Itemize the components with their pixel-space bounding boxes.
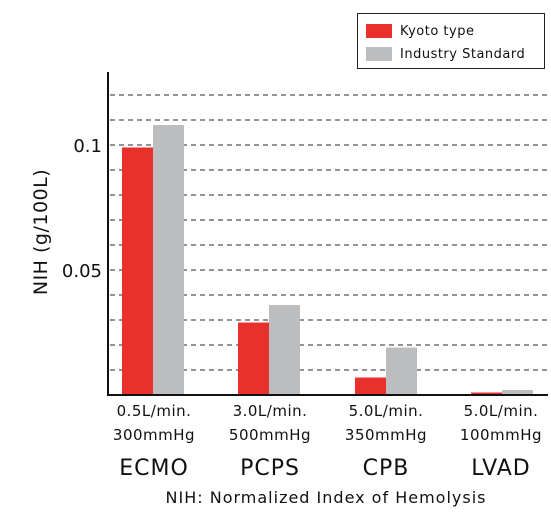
x-category-label: PCPS	[240, 456, 300, 481]
x-condition-pressure: 100mmHg	[460, 426, 542, 444]
bar-lvad-industry	[502, 390, 533, 395]
y-tick-label: 0.05	[62, 261, 102, 282]
x-condition-flow: 0.5L/min.	[117, 402, 192, 420]
x-category-labels: 0.5L/min. 300mmHg ECMO 3.0L/min. 500mmHg PCPS…	[113, 402, 542, 481]
x-condition-flow: 5.0L/min.	[464, 402, 539, 420]
bar-cpb-kyoto	[355, 377, 386, 395]
legend-item-kyoto: Kyoto type	[366, 21, 474, 41]
x-category-label: ECMO	[119, 456, 189, 481]
bar-cpb-industry	[386, 347, 417, 395]
bar-ecmo-kyoto	[122, 147, 153, 395]
x-category-label: CPB	[363, 456, 410, 481]
x-condition-pressure: 350mmHg	[345, 426, 427, 444]
y-ticks: 0.05 0.1	[62, 136, 102, 282]
x-condition-flow: 5.0L/min.	[349, 402, 424, 420]
bar-lvad-kyoto	[471, 392, 502, 395]
bar-pcps-industry	[269, 305, 300, 395]
footnote: NIH: Normalized Index of Hemolysis	[166, 488, 487, 507]
legend: Kyoto type Industry Standard	[357, 13, 545, 69]
legend-label-industry: Industry Standard	[400, 46, 526, 62]
bar-pcps-kyoto	[238, 322, 269, 395]
legend-label-kyoto: Kyoto type	[400, 23, 475, 39]
x-condition-flow: 3.0L/min.	[233, 402, 308, 420]
legend-swatch-industry	[366, 47, 392, 61]
y-axis-label: NIH (g/100L)	[30, 169, 52, 295]
x-category-label: LVAD	[471, 456, 530, 481]
legend-item-industry: Industry Standard	[366, 44, 525, 64]
y-tick-label: 0.1	[73, 136, 102, 157]
x-condition-pressure: 500mmHg	[229, 426, 311, 444]
legend-swatch-kyoto	[366, 24, 392, 38]
bars	[122, 125, 533, 395]
x-condition-pressure: 300mmHg	[113, 426, 195, 444]
bar-ecmo-industry	[153, 125, 184, 395]
